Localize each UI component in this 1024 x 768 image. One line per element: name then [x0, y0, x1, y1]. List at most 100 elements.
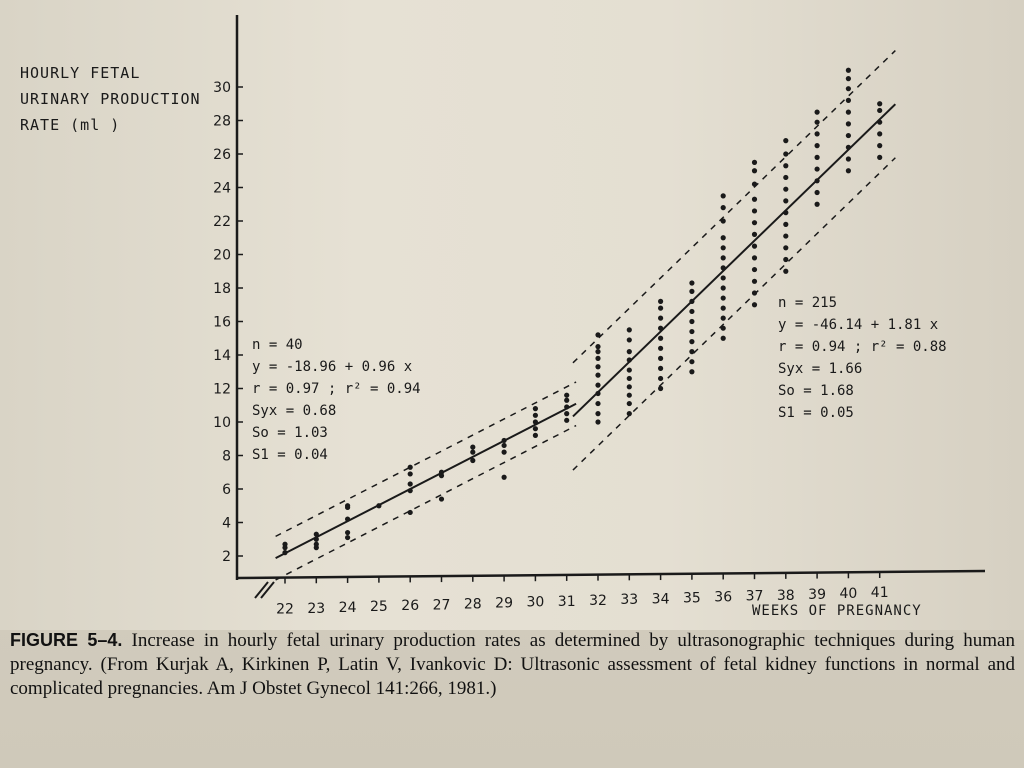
data-point: [783, 256, 789, 263]
data-point: [345, 534, 351, 541]
data-point: [658, 385, 664, 392]
data-point: [720, 245, 726, 251]
x-tick-label: 23: [307, 601, 325, 617]
data-point: [720, 255, 726, 261]
data-point: [470, 449, 476, 455]
data-point: [313, 531, 319, 537]
data-point: [783, 138, 789, 144]
data-point: [783, 198, 789, 204]
confidence-band-line: [275, 381, 577, 538]
data-point: [720, 305, 726, 311]
x-tick-label: 37: [746, 589, 764, 605]
regression-line: [275, 402, 577, 560]
data-point: [814, 189, 820, 196]
x-tick-label: 33: [620, 592, 638, 608]
data-point: [658, 365, 664, 371]
data-point: [814, 166, 820, 172]
data-point: [626, 367, 632, 373]
data-point: [814, 178, 820, 184]
data-point: [658, 298, 664, 304]
x-tick-label: 38: [777, 588, 795, 604]
data-point: [282, 541, 288, 547]
x-tick-label: 25: [370, 599, 388, 615]
x-tick-label: 24: [339, 600, 357, 616]
data-point: [814, 119, 820, 125]
data-point: [751, 159, 758, 165]
data-point: [720, 193, 726, 199]
data-point: [814, 154, 820, 160]
y-tick-label: 16: [213, 315, 231, 331]
data-point: [595, 382, 601, 388]
stats-box-late: n = 215 y = -46.14 + 1.81 x r = 0.94 ; r…: [778, 292, 947, 424]
data-point: [595, 332, 601, 338]
data-point: [751, 208, 758, 214]
y-tick-label: 6: [222, 482, 231, 498]
data-point: [720, 315, 726, 321]
x-tick-label: 39: [808, 587, 826, 603]
y-tick-label: 14: [213, 348, 231, 364]
data-point: [345, 516, 351, 522]
data-point: [783, 163, 789, 169]
data-point: [501, 437, 507, 444]
data-point: [845, 109, 852, 115]
data-point: [783, 245, 789, 251]
confidence-band-line: [572, 50, 896, 364]
y-tick-label: 4: [222, 516, 231, 532]
data-point: [783, 210, 789, 216]
data-point: [313, 536, 319, 542]
data-point: [720, 218, 726, 224]
data-point: [564, 411, 570, 417]
caption-text: Increase in hourly fetal urinary product…: [10, 630, 1015, 699]
y-tick-label: 22: [213, 214, 231, 230]
data-point: [658, 335, 664, 341]
data-point: [845, 144, 852, 150]
x-axis-break-mark: [260, 581, 275, 599]
stats-early-syx: Syx = 0.68: [252, 403, 337, 419]
y-tick-label: 10: [213, 415, 231, 431]
data-point: [845, 156, 852, 162]
stats-early-so: So = 1.03: [252, 425, 328, 441]
data-point: [751, 220, 758, 226]
x-tick-label: 22: [276, 602, 294, 618]
data-point: [407, 471, 413, 477]
data-point: [783, 268, 789, 274]
data-point: [313, 541, 319, 547]
figure-panel: [0, 0, 1024, 630]
data-point: [814, 201, 820, 207]
data-point: [532, 419, 539, 425]
data-point: [783, 233, 789, 239]
y-tick-label: 30: [213, 80, 231, 96]
data-point: [658, 375, 664, 382]
x-tick-label: 34: [652, 591, 670, 607]
data-point: [470, 444, 476, 450]
data-point: [877, 101, 883, 107]
data-point: [407, 464, 413, 470]
x-tick-label: 35: [683, 590, 701, 606]
data-point: [658, 315, 664, 321]
data-point: [282, 550, 288, 556]
data-point: [783, 174, 789, 181]
data-point: [407, 481, 413, 487]
y-tick-label: 28: [213, 114, 231, 130]
stats-late-syx: Syx = 1.66: [778, 361, 863, 377]
stats-early-s1: S1 = 0.04: [252, 447, 328, 463]
data-point: [595, 349, 601, 355]
data-point: [751, 255, 758, 261]
data-point: [626, 411, 632, 417]
data-point: [689, 298, 695, 304]
data-point: [470, 457, 476, 464]
x-tick-label: 32: [589, 593, 607, 609]
y-axis-label-line-3: RATE (ml ): [20, 116, 121, 134]
stats-early-r: r = 0.97 ; r² = 0.94: [252, 381, 421, 397]
data-point: [532, 412, 539, 418]
data-point: [438, 496, 445, 502]
data-point: [720, 335, 726, 341]
x-tick-label: 29: [495, 596, 513, 612]
regression-line: [572, 103, 897, 418]
x-tick-label: 28: [464, 596, 482, 612]
data-point: [783, 186, 789, 192]
y-tick-label: 2: [222, 549, 231, 565]
stats-late-equation: y = -46.14 + 1.81 x: [778, 317, 939, 333]
stats-early-n: n = 40: [252, 337, 303, 353]
